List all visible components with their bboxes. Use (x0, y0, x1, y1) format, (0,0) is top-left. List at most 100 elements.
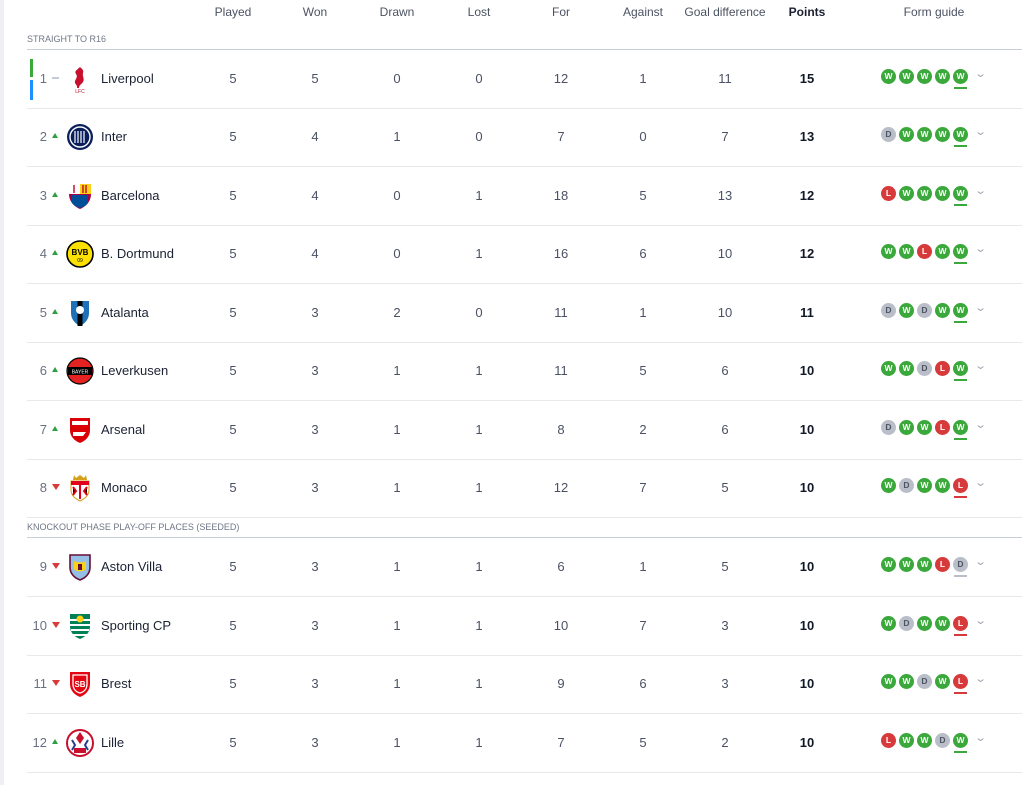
down-arrow-icon (52, 484, 60, 490)
brest-crest-icon: SB (66, 669, 94, 699)
latest-result-underline (954, 692, 967, 694)
team-name[interactable]: Liverpool (101, 71, 154, 86)
table-row[interactable]: 1 LFC Liverpool 5 5 0 0 12 1 11 15 W W W W W ⌄ (27, 50, 1022, 109)
chevron-down-icon[interactable]: ⌄ (974, 185, 988, 197)
stat-won: 4 (311, 188, 319, 203)
form-result-win: W (935, 616, 950, 631)
header-drawn[interactable]: Drawn (379, 5, 415, 19)
team-name[interactable]: Monaco (101, 480, 148, 495)
header-won[interactable]: Won (302, 5, 328, 19)
team-name[interactable]: Barcelona (101, 188, 160, 203)
stat-played: 5 (229, 305, 237, 320)
stat-points: 13 (799, 129, 815, 144)
chevron-down-icon[interactable]: ⌄ (974, 673, 988, 685)
stat-against: 7 (639, 618, 647, 633)
team-name[interactable]: Atalanta (101, 305, 149, 320)
chevron-down-icon[interactable]: ⌄ (974, 302, 988, 314)
stat-lost: 0 (475, 71, 483, 86)
form-result-loss: L (935, 557, 950, 572)
header-goal-difference[interactable]: Goal difference (684, 5, 766, 19)
form-result-win: W (917, 127, 932, 142)
monaco-crest-icon (66, 473, 94, 503)
team-name[interactable]: Inter (101, 129, 128, 144)
team-name[interactable]: Sporting CP (101, 618, 172, 633)
chevron-down-icon[interactable]: ⌄ (974, 556, 988, 568)
form-result-win: W (935, 127, 950, 142)
form-result-win: W (935, 674, 950, 689)
form-result-win: W (953, 244, 968, 259)
latest-result-underline (954, 145, 967, 147)
latest-result-underline (954, 321, 967, 323)
no-change-icon (52, 77, 59, 79)
table-row[interactable]: 5 Atalanta 5 3 2 0 11 1 10 11 D W D W W ⌄ (27, 284, 1022, 343)
team-name[interactable]: Arsenal (101, 422, 146, 437)
stat-points: 11 (800, 305, 814, 320)
stat-points: 12 (799, 188, 815, 203)
chevron-down-icon[interactable]: ⌄ (974, 126, 988, 138)
stat-against: 0 (639, 129, 647, 144)
form-result-win: W (935, 303, 950, 318)
form-result-win: W (917, 69, 932, 84)
table-row[interactable]: 9 Aston Villa 5 3 1 1 6 1 5 10 W W W L D ⌄ (27, 538, 1022, 597)
latest-result-underline (954, 751, 967, 753)
team-name[interactable]: Leverkusen (101, 363, 169, 378)
form-result-draw: D (953, 557, 968, 572)
stat-points: 10 (799, 559, 815, 574)
form-result-win: W (953, 69, 968, 84)
header-for[interactable]: For (552, 5, 570, 19)
chevron-down-icon[interactable]: ⌄ (974, 68, 988, 80)
stat-for: 16 (553, 246, 569, 261)
stat-won: 3 (311, 422, 319, 437)
table-row[interactable]: 7 Arsenal 5 3 1 1 8 2 6 10 D W W L W ⌄ (27, 401, 1022, 460)
header-played[interactable]: Played (214, 5, 252, 19)
up-arrow-icon (52, 192, 58, 197)
stat-drawn: 1 (393, 363, 401, 378)
stat-lost: 1 (475, 246, 483, 261)
stat-lost: 1 (475, 676, 483, 691)
stat-gd: 3 (721, 676, 729, 691)
qualify-bar-blue (30, 80, 33, 100)
chevron-down-icon[interactable]: ⌄ (974, 477, 988, 489)
team-name[interactable]: B. Dortmund (101, 246, 174, 261)
svg-text:LFC: LFC (75, 89, 85, 94)
chevron-down-icon[interactable]: ⌄ (974, 243, 988, 255)
header-lost[interactable]: Lost (467, 5, 491, 19)
stat-points: 10 (799, 422, 815, 437)
stat-against: 6 (639, 676, 647, 691)
form-result-win: W (899, 733, 914, 748)
team-name[interactable]: Aston Villa (101, 559, 163, 574)
rank-number: 10 (32, 618, 47, 633)
stat-drawn: 1 (393, 559, 401, 574)
team-name[interactable]: Brest (101, 676, 132, 691)
table-row[interactable]: 10 Sporting CP 5 3 1 1 10 7 3 10 W D W W L ⌄ (27, 597, 1022, 656)
team-name[interactable]: Lille (101, 735, 125, 750)
stat-played: 5 (229, 188, 237, 203)
stat-for: 18 (553, 188, 569, 203)
header-against[interactable]: Against (622, 5, 664, 19)
up-arrow-icon (52, 250, 58, 255)
table-row[interactable]: 4 BVB 09 B. Dortmund 5 4 0 1 16 6 10 12 W W L W W ⌄ (27, 225, 1022, 284)
table-row[interactable]: 3 Barcelona 5 4 0 1 18 5 13 12 L W W W W ⌄ (27, 167, 1022, 226)
up-arrow-icon (52, 309, 58, 314)
table-row[interactable]: 11 SB Brest 5 3 1 1 9 6 3 10 W W D W L ⌄ (27, 655, 1022, 714)
chevron-down-icon[interactable]: ⌄ (974, 732, 988, 744)
form-result-loss: L (953, 674, 968, 689)
chevron-down-icon[interactable]: ⌄ (974, 360, 988, 372)
table-row[interactable]: 6 BAYER Leverkusen 5 3 1 1 11 5 6 10 W W D L W ⌄ (27, 342, 1022, 401)
dortmund-crest-icon: BVB 09 (66, 239, 94, 269)
table-row[interactable]: 2 Inter 5 4 1 0 7 0 7 13 D W W W W ⌄ (27, 108, 1022, 167)
stat-gd: 6 (721, 363, 729, 378)
stat-lost: 0 (475, 129, 483, 144)
chevron-down-icon[interactable]: ⌄ (974, 615, 988, 627)
header-points[interactable]: Points (788, 5, 826, 19)
form-result-win: W (935, 186, 950, 201)
stat-drawn: 1 (393, 618, 401, 633)
table-row[interactable]: 12 Lille 5 3 1 1 7 5 2 10 L W W D W ⌄ (27, 714, 1022, 773)
stat-played: 5 (229, 422, 237, 437)
form-result-win: W (899, 69, 914, 84)
stat-against: 7 (639, 480, 647, 495)
form-result-loss: L (917, 244, 932, 259)
latest-result-underline (954, 634, 967, 636)
table-row[interactable]: 8 Monaco 5 3 1 1 12 7 5 10 W D W W L ⌄ (27, 459, 1022, 518)
chevron-down-icon[interactable]: ⌄ (974, 419, 988, 431)
